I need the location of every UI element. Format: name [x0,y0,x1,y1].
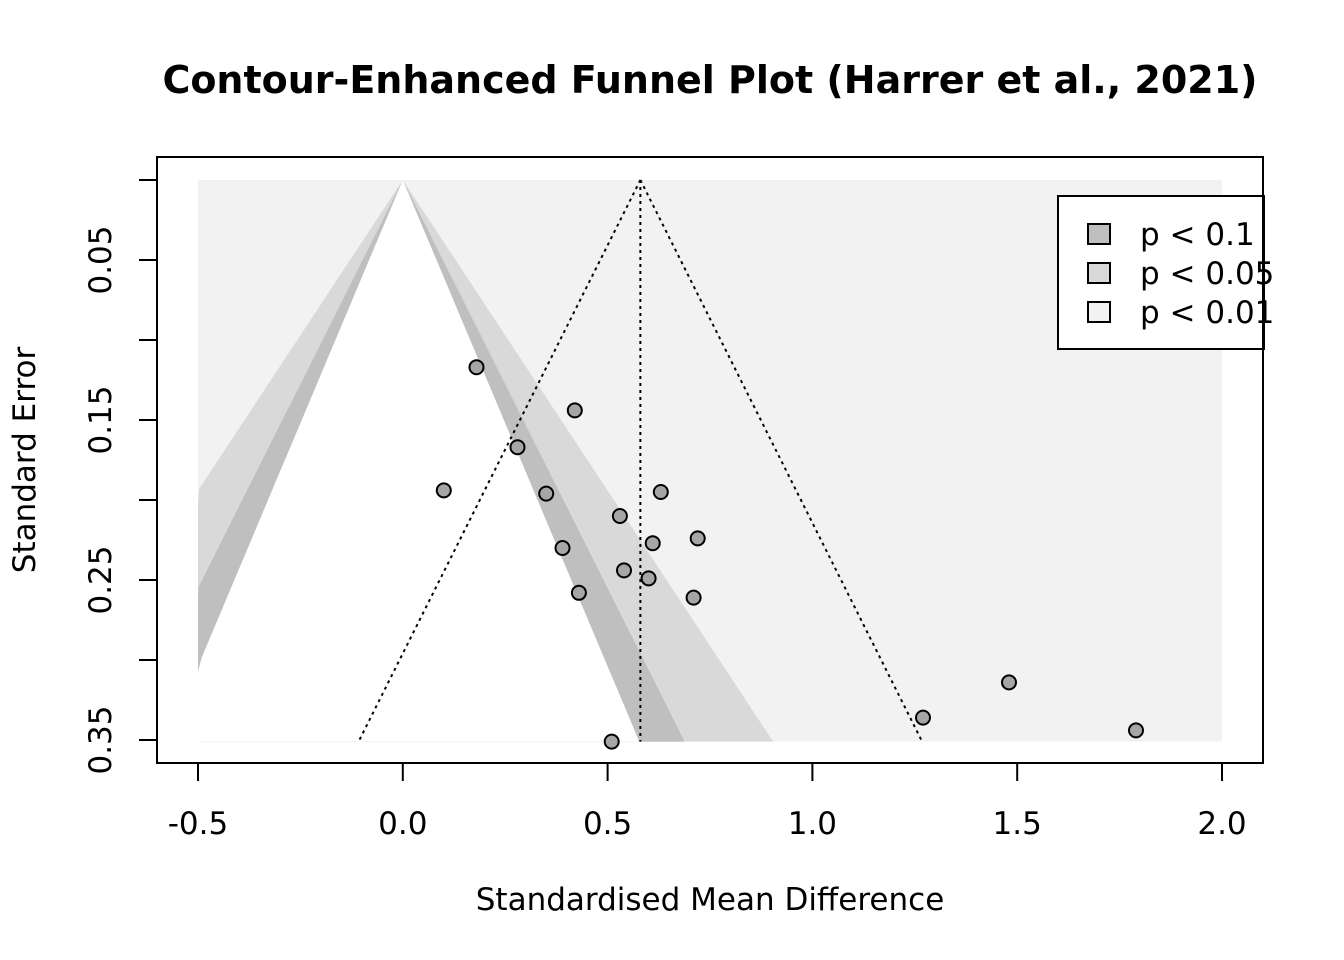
x-axis: -0.5 0.0 0.5 1.0 1.5 2.0 Standardised Mean Di… [168,762,1247,918]
y-tick-label: 0.25 [83,545,119,614]
x-axis-title: Standardised Mean Difference [476,882,945,918]
legend-label-p001: p < 0.01 [1140,295,1274,331]
data-point [689,530,706,547]
x-tick-label: 1.5 [993,806,1042,842]
legend: p < 0.1 p < 0.05 p < 0.01 [1057,195,1274,350]
data-point [652,484,669,500]
data-point [468,359,485,376]
x-tick-label: 2.0 [1197,806,1246,842]
data-point [570,584,587,601]
x-tick-label: 1.0 [788,806,837,842]
data-point [640,570,657,587]
contour-regions [198,180,1222,742]
plot-area [198,179,1222,750]
legend-swatch-p05 [1087,262,1111,284]
data-point [644,535,661,552]
data-point [685,589,702,606]
data-point [611,508,628,524]
x-tick-label: -0.5 [168,806,229,842]
legend-swatch-p001 [1087,301,1111,323]
legend-swatch-p01 [1087,223,1111,245]
y-tick-label: 0.05 [83,225,119,294]
y-tick-label: 0.15 [83,385,119,454]
data-point [915,709,931,726]
data-point [566,402,583,419]
data-point [603,733,620,750]
chart-title: Contour-Enhanced Funnel Plot (Harrer et … [162,58,1257,102]
data-point [538,485,555,502]
region-nonsig [198,180,640,742]
data-point [1128,722,1144,739]
funnel-lines [357,179,924,743]
x-tick-label: 0.5 [583,806,632,842]
y-axis-title: Standard Error [7,347,43,574]
data-point [435,482,452,499]
data-point [616,562,632,579]
data-point [554,540,571,556]
y-tick-label: 0.35 [83,705,119,774]
data-point [1001,674,1017,691]
legend-label-p01: p < 0.1 [1140,217,1255,253]
legend-label-p05: p < 0.05 [1140,256,1274,292]
data-points [435,359,1144,750]
x-tick-label: 0.0 [378,806,427,842]
y-axis: 0.05 0.15 0.25 0.35 Standard Error [7,179,158,775]
data-point [509,439,526,456]
